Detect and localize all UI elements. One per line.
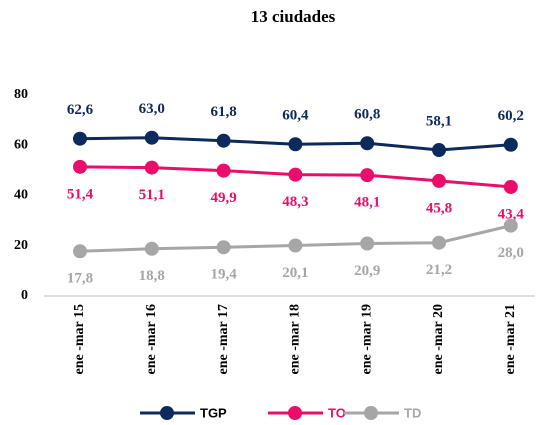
data-label: 61,8 [210,104,236,120]
point [73,159,87,174]
data-label: 51,1 [139,187,165,203]
data-label: 19,4 [210,267,237,283]
point [432,235,446,250]
chart-title: 13 ciudades [251,7,336,26]
point [432,173,446,188]
y-tick-label: 40 [14,188,28,203]
point [432,143,446,158]
y-tick-label: 80 [14,87,28,102]
y-tick-label: 0 [21,288,28,303]
x-tick-label: ene -mar 15 [72,304,87,375]
point [144,160,159,175]
data-label: 51,4 [67,186,94,202]
point [360,136,375,151]
point [216,163,231,178]
data-label: 62,6 [67,102,94,118]
point [216,240,231,255]
point [503,137,518,152]
data-label: 48,1 [354,195,380,211]
legend-label: TD [404,405,421,420]
point [216,133,231,148]
legend-marker [288,406,302,420]
x-tick-label: ene -mar 21 [503,304,518,375]
point [503,218,518,233]
x-tick-label: ene -mar 20 [431,304,446,375]
y-tick-label: 60 [14,137,28,152]
legend-label: TGP [200,405,227,420]
data-label: 20,1 [282,265,308,281]
data-label: 17,8 [67,271,93,287]
data-label: 63,0 [139,101,165,117]
data-label: 21,2 [426,262,452,278]
data-label: 48,3 [282,194,308,210]
data-label: 60,2 [498,108,524,124]
point [288,238,303,253]
legend-marker [364,406,378,420]
x-tick-label: ene -mar 19 [359,304,374,375]
x-tick-label: ene -mar 16 [144,304,159,375]
point [73,244,87,259]
point [73,131,87,146]
data-label: 18,8 [139,268,165,284]
data-label: 49,9 [210,190,236,206]
point [360,168,375,183]
point [503,179,518,194]
point [288,137,303,152]
x-tick-label: ene -mar 17 [216,304,231,375]
data-label: 28,0 [498,245,524,261]
data-label: 60,8 [354,107,380,123]
data-label: 20,9 [354,263,380,279]
y-tick-label: 20 [14,238,28,253]
data-label: 45,8 [426,200,452,216]
data-label: 60,4 [282,108,309,124]
data-label: 43,4 [498,206,525,222]
legend-marker [160,406,174,420]
x-tick-label: ene -mar 18 [288,304,303,375]
point [288,167,303,182]
data-label: 58,1 [426,113,452,129]
legend-label: TO [328,405,346,420]
point [144,241,159,256]
point [144,130,159,145]
point [360,236,375,251]
